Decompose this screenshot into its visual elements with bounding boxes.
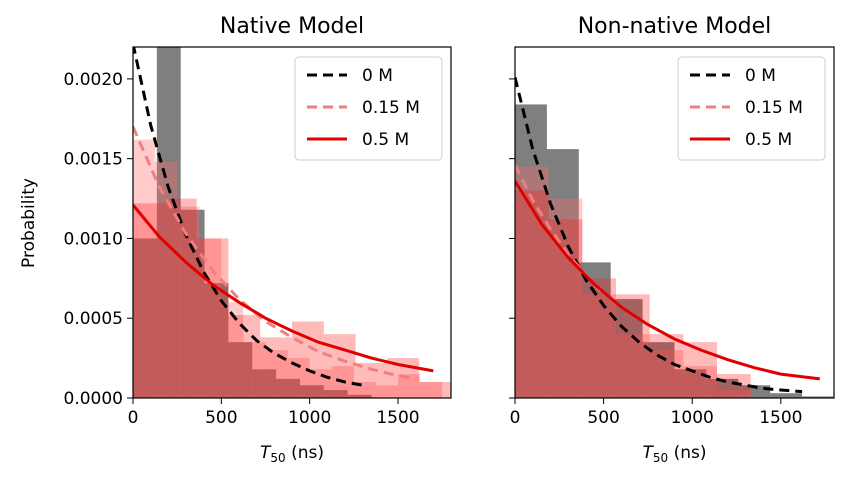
histogram-bar bbox=[717, 374, 751, 398]
histogram-bar bbox=[299, 385, 324, 398]
histogram-bar bbox=[347, 394, 372, 398]
histogram-bar bbox=[243, 342, 266, 398]
fit-line bbox=[515, 76, 803, 394]
y-tick-label: 0.0000 bbox=[64, 389, 123, 409]
histogram-bar bbox=[515, 104, 547, 398]
histogram-bar bbox=[706, 378, 739, 398]
legend-label: 0.5 M bbox=[362, 130, 409, 150]
plot-frame bbox=[132, 46, 452, 399]
histogram-bar bbox=[515, 190, 549, 398]
histogram-bar bbox=[548, 198, 583, 398]
x-tick-label: 1500 bbox=[759, 408, 802, 428]
histogram-bar bbox=[610, 299, 643, 398]
fit-line bbox=[133, 47, 363, 387]
histogram-bar bbox=[156, 47, 181, 398]
fit-line bbox=[133, 204, 434, 373]
histogram-bar bbox=[420, 382, 443, 398]
x-tick-label: 500 bbox=[205, 408, 237, 428]
histogram-bar bbox=[196, 238, 229, 398]
histogram-bar bbox=[674, 369, 707, 398]
histogram-bar bbox=[683, 366, 718, 398]
histogram-bar bbox=[802, 396, 834, 398]
legend-label: 0 M bbox=[362, 66, 393, 86]
x-axis-label: T50 (ns) bbox=[260, 443, 324, 465]
legend-label: 0.5 M bbox=[745, 130, 792, 150]
histogram-bar bbox=[287, 358, 310, 398]
histogram-bar bbox=[515, 166, 549, 398]
chart-title: Non-native Model bbox=[578, 14, 772, 39]
x-tick-label: 1000 bbox=[288, 408, 331, 428]
x-axis-label: T50 (ns) bbox=[643, 443, 707, 465]
y-tick-label: 0.0010 bbox=[64, 229, 123, 249]
x-tick-label: 1500 bbox=[376, 408, 419, 428]
histogram-bar bbox=[717, 390, 751, 398]
y-tick-label: 0.0015 bbox=[64, 150, 123, 170]
legend-label: 0.15 M bbox=[362, 98, 420, 118]
chart-title: Native Model bbox=[220, 14, 364, 39]
histogram-bar bbox=[642, 342, 675, 398]
plot-area bbox=[515, 76, 834, 398]
plot-frame bbox=[514, 46, 835, 399]
histogram-bar bbox=[221, 302, 244, 398]
histogram-bar bbox=[546, 149, 579, 398]
histogram-bar bbox=[133, 238, 157, 398]
legend: 0 M 0.15 M 0.5 M bbox=[677, 56, 826, 161]
legend-box bbox=[294, 56, 443, 161]
histogram-bar bbox=[770, 393, 803, 398]
histogram-bar bbox=[228, 342, 253, 398]
histogram-bar bbox=[133, 139, 156, 398]
histogram-bar bbox=[155, 161, 178, 398]
histogram-bar bbox=[252, 369, 277, 398]
x-tick-label: 500 bbox=[587, 408, 619, 428]
histogram-bar bbox=[649, 350, 684, 398]
fit-line bbox=[133, 126, 416, 381]
legend-label: 0.15 M bbox=[745, 98, 803, 118]
histogram-bar bbox=[548, 219, 583, 398]
plot-area bbox=[133, 47, 451, 398]
histogram-bar bbox=[398, 374, 421, 398]
histogram-bar bbox=[419, 382, 451, 398]
y-axis-label: Probability bbox=[19, 178, 39, 268]
legend-box bbox=[677, 56, 826, 161]
histogram-bar bbox=[582, 278, 617, 398]
panel-native: Native Model 0 500 1000 1500 0.0000 0.0005 0.00… bbox=[64, 14, 452, 465]
legend-label: 0 M bbox=[745, 66, 776, 86]
histogram-bar bbox=[265, 350, 288, 398]
histogram-bar bbox=[177, 206, 200, 398]
histogram-bar bbox=[582, 294, 617, 398]
legend: 0 M 0.15 M 0.5 M bbox=[294, 56, 443, 161]
x-tick-label: 1000 bbox=[671, 408, 714, 428]
histogram-bar bbox=[164, 198, 197, 398]
histogram-bar bbox=[738, 385, 771, 398]
histogram-bar bbox=[276, 378, 300, 398]
histogram-bar bbox=[375, 385, 398, 398]
histogram-bar bbox=[616, 334, 650, 398]
histogram-bar bbox=[180, 209, 205, 398]
y-tick-label: 0.0005 bbox=[64, 309, 123, 329]
histogram-bar bbox=[323, 390, 348, 398]
y-tick-label: 0.0020 bbox=[64, 70, 123, 90]
histogram-bar bbox=[133, 203, 165, 398]
x-tick-label: 0 bbox=[128, 408, 139, 428]
fit-line bbox=[515, 180, 820, 381]
x-tick-label: 0 bbox=[510, 408, 521, 428]
histogram-bar bbox=[204, 283, 229, 398]
